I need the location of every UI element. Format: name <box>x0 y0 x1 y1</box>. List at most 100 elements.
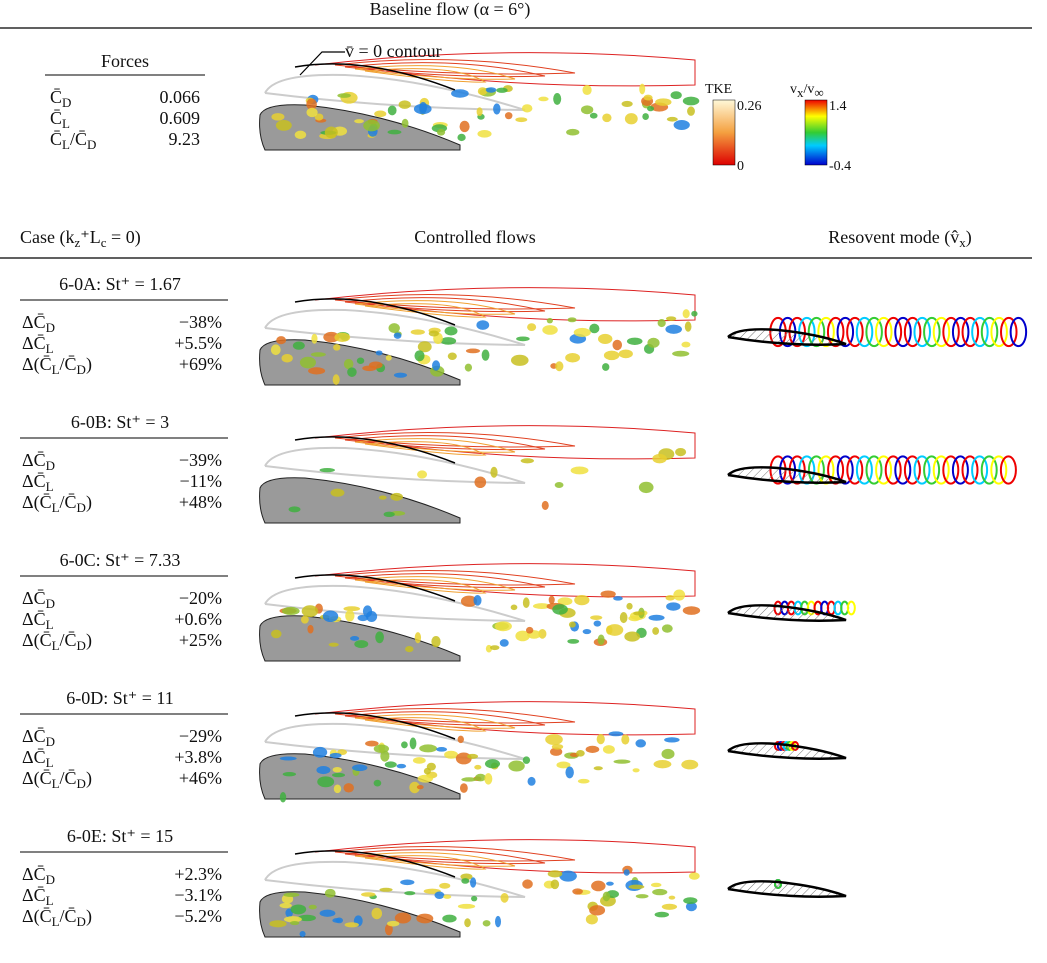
vortex <box>299 356 316 369</box>
text-part: Δ(C̄ <box>22 492 52 513</box>
vortex <box>628 884 645 890</box>
text-part: L <box>52 914 60 929</box>
text-part: ∞ <box>814 85 823 100</box>
vortex <box>464 363 473 372</box>
vortex <box>606 625 613 635</box>
tke-colorbar <box>712 99 736 166</box>
vortex <box>485 87 497 93</box>
text-part: D <box>87 137 96 152</box>
mode-lobe <box>846 316 864 348</box>
vortex <box>279 792 287 803</box>
contour <box>344 62 546 78</box>
vortex <box>319 909 336 917</box>
vortex <box>310 352 326 357</box>
vortex <box>665 324 682 334</box>
vortex <box>546 317 553 324</box>
text-part: L <box>52 362 60 377</box>
vortex <box>300 615 309 624</box>
vortex <box>345 610 355 622</box>
vortex <box>590 615 603 620</box>
mode-lobe <box>1009 316 1028 348</box>
contour <box>334 294 576 310</box>
contour <box>344 849 546 865</box>
vortex <box>331 772 346 778</box>
mode-lobe <box>836 316 855 348</box>
vortex <box>554 481 564 488</box>
vortex <box>681 341 691 348</box>
vortex <box>357 614 369 622</box>
mode-lobe <box>846 455 864 485</box>
vortex <box>670 91 682 100</box>
vortex <box>652 627 660 635</box>
vortex <box>373 744 390 754</box>
mode-lobe <box>932 455 950 485</box>
vortex <box>457 903 476 909</box>
vortex <box>652 888 668 896</box>
vortex <box>593 766 603 771</box>
contour <box>354 300 516 315</box>
vortex <box>330 488 345 497</box>
mode-lobe <box>942 455 960 485</box>
vortex <box>551 743 564 750</box>
vortex <box>522 879 533 889</box>
text-part: ) <box>966 227 972 248</box>
text-part: L <box>46 755 54 770</box>
contour <box>344 297 546 313</box>
mode-lobe <box>903 455 921 485</box>
text-part: D <box>77 776 86 791</box>
vortex <box>591 880 606 892</box>
delta-value: −20% <box>179 588 222 608</box>
mode-lobe <box>971 316 989 348</box>
vortex <box>474 764 482 770</box>
vortex <box>481 349 490 361</box>
vortex <box>417 341 432 353</box>
delta-label: ΔC̄D <box>22 726 55 749</box>
vortex <box>516 336 530 342</box>
vortex <box>473 595 482 606</box>
vortex <box>308 904 317 910</box>
vortex <box>288 506 301 513</box>
vortex <box>409 781 420 794</box>
column-header: Resovent mode (v̂x) <box>828 227 971 250</box>
text-part: L <box>52 638 60 653</box>
delta-value: −5.2% <box>174 906 222 926</box>
text-part: L <box>52 776 60 791</box>
mode-lobe <box>951 455 969 485</box>
vortex <box>461 777 477 782</box>
vortex <box>301 605 319 618</box>
vortex <box>431 636 441 648</box>
vortex <box>343 358 354 370</box>
delta-value: −29% <box>179 726 222 746</box>
contour <box>314 563 696 598</box>
text-part: L <box>46 893 54 908</box>
vortex <box>648 614 665 621</box>
vortex <box>643 94 653 101</box>
vortex <box>527 323 537 332</box>
contour <box>354 576 516 591</box>
vortex <box>443 894 452 899</box>
airfoil-edge <box>294 712 456 740</box>
vortex <box>444 750 459 759</box>
vortex <box>691 310 698 317</box>
force-value: 0.066 <box>160 87 201 107</box>
text-part: L <box>46 341 54 356</box>
airfoil-body <box>259 477 461 524</box>
vortex <box>308 367 326 375</box>
vortex <box>666 602 681 611</box>
vortex <box>493 103 501 115</box>
text-part: D <box>46 596 55 611</box>
vortex <box>440 337 457 345</box>
vortex <box>494 621 512 632</box>
airfoil-edge <box>294 436 456 464</box>
force-value: 9.23 <box>169 129 201 149</box>
vortex <box>623 869 630 876</box>
mode-lobe <box>932 316 951 348</box>
vortex <box>324 126 338 139</box>
vortex <box>557 597 573 606</box>
text-part: x <box>797 85 804 100</box>
airfoil-outline <box>264 722 526 760</box>
delta-value: +5.5% <box>174 333 222 353</box>
vortex <box>298 914 316 922</box>
vortex <box>687 106 695 116</box>
